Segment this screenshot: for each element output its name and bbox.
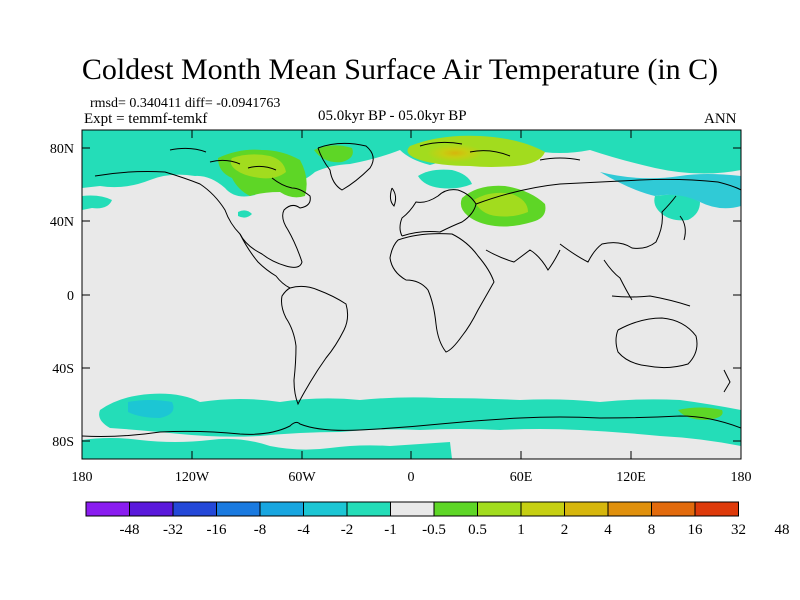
coastlines [82, 141, 741, 437]
scandinavia-cool-patch [418, 169, 472, 189]
colorbar-swatch [390, 501, 435, 517]
europe-coast [399, 189, 477, 237]
ross-sea-warm-patch [678, 407, 723, 420]
colorbar-label: -2 [341, 522, 354, 538]
colorbar-label: 32 [731, 522, 746, 538]
colorbar-label: -48 [120, 522, 140, 538]
colorbar-label: -32 [163, 522, 183, 538]
lat-tick-label: 80N [50, 142, 74, 157]
colorbar-label: 0.5 [468, 522, 487, 538]
lat-tick-label: 80S [52, 435, 74, 450]
greenland-coast [317, 142, 374, 191]
central-asia-warmer-core [474, 192, 528, 217]
lat-tick-label: 40N [50, 215, 74, 230]
lat-tick-label: 0 [67, 289, 74, 304]
colorbar-swatch [303, 501, 348, 517]
period-label: 05.0kyr BP - 05.0kyr BP [318, 108, 467, 124]
north-america-coast [94, 171, 311, 268]
lon-tick-label: 120W [175, 470, 210, 485]
australia-coast [615, 317, 698, 369]
colorbar-swatch [346, 501, 391, 517]
colorbar-label: -8 [254, 522, 267, 538]
arctic-islands-coast [169, 141, 581, 171]
africa-coast [389, 233, 495, 353]
colorbar-label: 2 [561, 522, 569, 538]
colorbar-label: 1 [517, 522, 525, 538]
lon-tick-label: 120E [616, 470, 646, 485]
map-title: Coldest Month Mean Surface Air Temperatu… [81, 53, 719, 86]
lat-tick-label: 40S [52, 362, 74, 377]
colorbar: -48 -32 -16 -8 -4 -2 -1 -0.5 0.5 1 2 4 8 16 32 48 [85, 501, 790, 538]
greenland-warm-patch [314, 145, 353, 163]
colorbar-swatch [520, 501, 565, 517]
central-america-coast [239, 233, 291, 289]
east-asia-teal [654, 194, 700, 221]
colorbar-swatch [172, 501, 217, 517]
colorbar-swatch [651, 501, 696, 517]
tick-marks [82, 130, 741, 459]
colorbar-label: -16 [207, 522, 227, 538]
colorbar-swatch [216, 501, 261, 517]
colorbar-swatch [477, 501, 522, 517]
colorbar-swatch [259, 501, 304, 517]
arabia-india-coast [485, 249, 561, 271]
colorbar-swatch [85, 501, 130, 517]
pacific-teal-patch [82, 195, 112, 210]
southern-ocean-cool-band [99, 393, 741, 446]
asia-coast [475, 178, 741, 263]
lon-tick-label: 60W [288, 470, 316, 485]
colorbar-label: -0.5 [422, 522, 446, 538]
colorbar-swatch [433, 501, 478, 517]
antarctic-teal [82, 438, 452, 459]
small-teal-patch [238, 210, 252, 218]
japan-coast [679, 215, 686, 241]
south-america-coast [281, 285, 349, 406]
barents-hot-core [427, 144, 483, 162]
new-zealand-coast [723, 369, 731, 393]
lon-tick-label: 180 [731, 470, 752, 485]
colorbar-label: 8 [648, 522, 656, 538]
southeast-asia-coast [603, 259, 691, 307]
antarctica-coast [82, 415, 741, 437]
colorbar-label: 48 [775, 522, 790, 538]
southern-ocean-cooler [128, 400, 174, 418]
britain-coast [389, 187, 397, 207]
lon-tick-label: 60E [510, 470, 533, 485]
experiment-line: Expt = temmf-temkf [84, 111, 208, 127]
lon-tick-label: 180 [72, 470, 93, 485]
stats-line: rmsd= 0.340411 diff= -0.0941763 [90, 96, 281, 111]
colorbar-swatch [694, 501, 739, 517]
colorbar-swatch [607, 501, 652, 517]
colorbar-label: 4 [604, 522, 612, 538]
colorbar-swatch [129, 501, 174, 517]
season-label: ANN [704, 111, 737, 127]
lon-tick-label: 0 [408, 470, 415, 485]
colorbar-label: -1 [384, 522, 397, 538]
colorbar-label: 16 [688, 522, 704, 538]
colorbar-swatch [564, 501, 609, 517]
colorbar-label: -4 [297, 522, 310, 538]
